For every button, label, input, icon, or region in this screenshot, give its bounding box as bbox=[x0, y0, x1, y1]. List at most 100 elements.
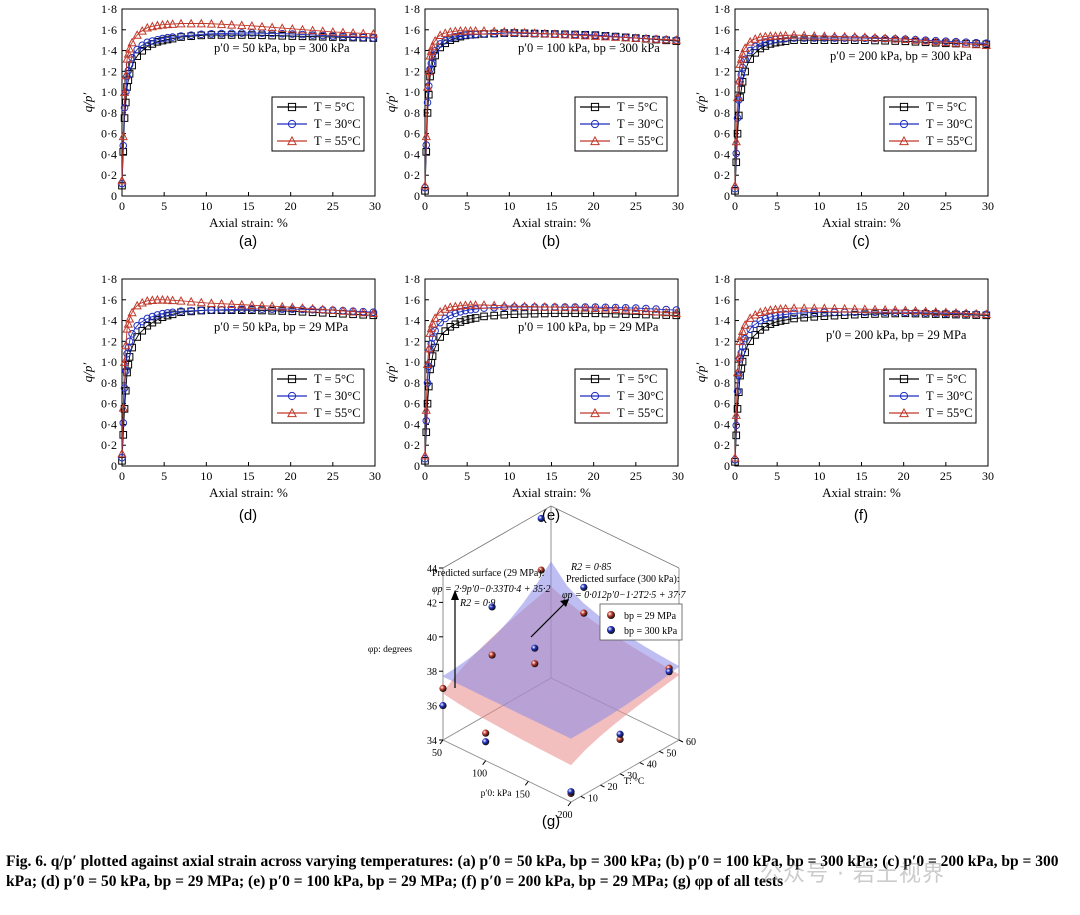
legend-marker bbox=[287, 391, 297, 401]
data-point bbox=[124, 66, 133, 75]
data-point bbox=[920, 35, 931, 45]
data-point bbox=[610, 304, 621, 313]
z-axis-label: φp: degrees bbox=[368, 645, 413, 655]
data-point bbox=[519, 27, 530, 37]
data-point bbox=[790, 309, 798, 318]
data-point bbox=[420, 450, 430, 460]
legend: T = 5°C T = 30°C T = 55°C bbox=[883, 368, 977, 424]
data-point bbox=[860, 32, 870, 42]
x-tick-label: 15 bbox=[546, 199, 558, 213]
data-point bbox=[421, 131, 431, 141]
y-tick-label: 0 bbox=[111, 459, 117, 473]
data-point bbox=[470, 300, 481, 309]
data-point bbox=[426, 65, 434, 74]
y-tick-label: 0·2 bbox=[101, 168, 117, 182]
panel-b: 0 5 10 15 20 25 30 0 0·2 0·4 0·6 0·8 1·0 1·2 1·4 1·6 1·8… bbox=[383, 2, 684, 250]
data-point bbox=[799, 303, 809, 312]
data-point bbox=[423, 379, 432, 387]
data-point bbox=[133, 45, 141, 54]
data-point bbox=[177, 32, 185, 40]
data-point bbox=[127, 307, 137, 317]
data-point bbox=[809, 303, 819, 312]
legend-entry: T = 5°C bbox=[926, 100, 966, 114]
annotation-29mpa-formula: φp = 2·9p′0−0·33T0·4 + 35·2 bbox=[432, 584, 551, 595]
y-axis-label: q/p′ bbox=[383, 93, 398, 113]
y-tick-label: 0·2 bbox=[404, 438, 420, 452]
legend-marker bbox=[590, 135, 600, 146]
data-point bbox=[227, 29, 236, 38]
data-point bbox=[800, 309, 808, 317]
data-point bbox=[466, 315, 475, 323]
data-point bbox=[206, 18, 217, 28]
data-point bbox=[961, 308, 971, 318]
data-point bbox=[450, 301, 460, 311]
y-tick-label: 1·2 bbox=[404, 334, 420, 348]
data-point bbox=[880, 33, 890, 43]
data-point bbox=[237, 299, 247, 309]
x-tick-label: 200 bbox=[558, 810, 573, 821]
data-point bbox=[810, 313, 819, 321]
data-point bbox=[870, 32, 880, 42]
data-point bbox=[570, 302, 580, 312]
data-point bbox=[510, 29, 519, 37]
legend: T = 5°C T = 30°C T = 55°C bbox=[271, 96, 365, 152]
legend-box bbox=[599, 603, 683, 641]
legend: T = 5°C T = 30°C T = 55°C bbox=[271, 368, 365, 424]
legend-marker bbox=[590, 407, 600, 418]
data-point bbox=[456, 318, 465, 326]
data-point bbox=[746, 325, 754, 334]
y-tick-label: 1·2 bbox=[714, 64, 730, 78]
y-tick-label: 1·4 bbox=[101, 314, 117, 328]
annotation-29mpa-title: Predicted surface (29 MPa): bbox=[432, 568, 544, 579]
x-tick-label: 25 bbox=[630, 469, 642, 483]
data-point bbox=[197, 306, 206, 315]
data-point bbox=[158, 309, 167, 318]
data-point bbox=[529, 28, 540, 37]
y-tick-label: 1·4 bbox=[714, 314, 730, 328]
data-point bbox=[148, 312, 157, 321]
data-point bbox=[755, 307, 765, 317]
data-point bbox=[621, 304, 630, 312]
legend: T = 5°C T = 30°C T = 55°C bbox=[574, 368, 668, 424]
data-point bbox=[121, 367, 130, 375]
data-point bbox=[860, 304, 870, 314]
legend-entry: T = 30°C bbox=[314, 389, 361, 403]
legend-entry: T = 55°C bbox=[314, 134, 361, 148]
data-point bbox=[226, 19, 237, 29]
data-point bbox=[761, 322, 770, 331]
data-point bbox=[737, 70, 746, 79]
y-tick-label: 0 bbox=[414, 189, 420, 203]
y-axis-label: q/p′ bbox=[383, 363, 398, 383]
x-tick-label: 10 bbox=[813, 199, 825, 213]
data-point bbox=[465, 300, 476, 309]
data-point bbox=[328, 305, 338, 314]
data-point bbox=[258, 31, 266, 40]
data-point bbox=[465, 25, 476, 35]
data-point bbox=[941, 307, 951, 317]
y-tick-label: 30 bbox=[627, 771, 637, 782]
data-point bbox=[368, 308, 378, 317]
x-tick-label: 0 bbox=[732, 469, 738, 483]
y-tick-label: 1·0 bbox=[101, 355, 117, 369]
legend-marker bbox=[287, 407, 297, 418]
data-point bbox=[665, 668, 673, 676]
data-point bbox=[509, 301, 520, 310]
data-point bbox=[499, 26, 509, 36]
y-tick-label: 1·8 bbox=[101, 272, 117, 286]
data-point bbox=[942, 309, 950, 318]
data-point bbox=[237, 20, 247, 30]
annotation-29mpa-r2: R2 = 0·9 bbox=[459, 598, 495, 609]
data-point bbox=[971, 39, 981, 49]
x-tick-label: 5 bbox=[464, 199, 470, 213]
panel-label: (a) bbox=[239, 233, 257, 250]
data-point bbox=[641, 306, 651, 315]
y-tick-label: 1·0 bbox=[714, 85, 730, 99]
data-point bbox=[439, 684, 447, 693]
panel-label: (c) bbox=[852, 233, 870, 250]
data-point bbox=[227, 305, 236, 314]
data-point bbox=[910, 305, 921, 315]
data-point bbox=[780, 30, 791, 40]
data-point bbox=[348, 306, 358, 316]
data-point bbox=[257, 21, 267, 31]
y-tick-label: 1·2 bbox=[404, 64, 420, 78]
